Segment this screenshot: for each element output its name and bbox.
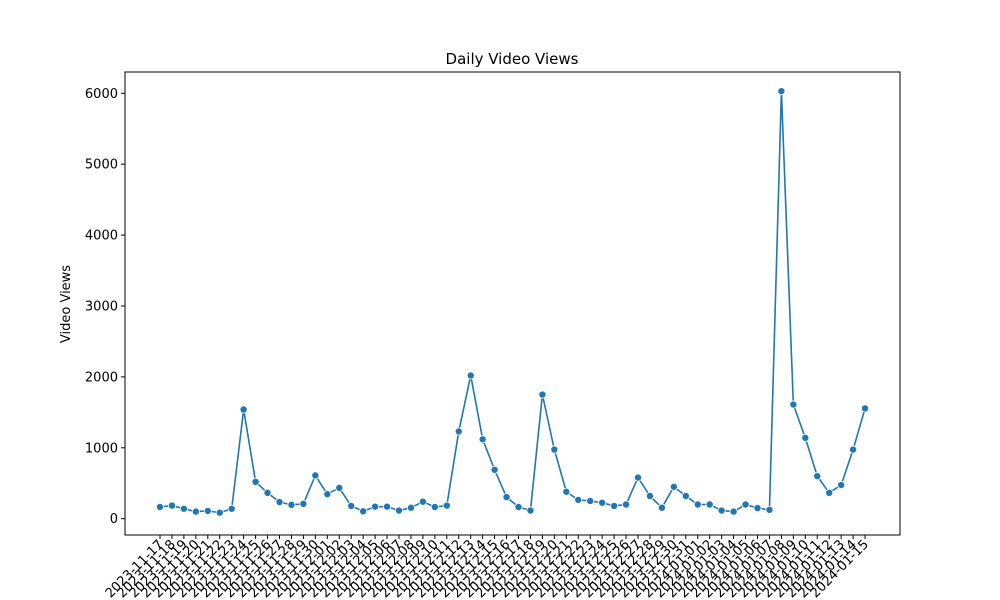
data-point xyxy=(574,495,583,504)
data-point xyxy=(442,501,451,510)
data-point xyxy=(586,496,595,505)
data-point xyxy=(275,498,284,507)
data-point xyxy=(371,502,380,511)
chart-title: Daily Video Views xyxy=(446,50,579,68)
plot-frame xyxy=(124,71,901,536)
data-point xyxy=(466,371,475,380)
data-point xyxy=(789,400,798,409)
data-point xyxy=(777,87,786,96)
data-point xyxy=(550,445,559,454)
data-point xyxy=(251,477,260,486)
data-point xyxy=(825,488,834,497)
data-point xyxy=(490,465,499,474)
data-point xyxy=(514,502,523,511)
data-point xyxy=(610,501,619,510)
data-point xyxy=(729,507,738,516)
data-point xyxy=(335,483,344,492)
y-tick-label: 0 xyxy=(110,512,118,527)
data-point xyxy=(454,427,463,436)
data-point xyxy=(167,501,176,510)
data-point xyxy=(657,503,666,512)
data-point xyxy=(394,506,403,515)
data-point xyxy=(598,498,607,507)
data-point xyxy=(406,503,415,512)
y-tick-label: 5000 xyxy=(85,158,118,173)
data-point xyxy=(239,405,248,414)
data-point xyxy=(622,500,631,509)
data-point xyxy=(526,506,535,515)
data-point xyxy=(849,445,858,454)
data-point xyxy=(741,500,750,509)
data-point xyxy=(323,490,332,499)
data-point xyxy=(478,435,487,444)
y-tick-label: 2000 xyxy=(85,370,118,385)
data-point xyxy=(418,497,427,506)
y-tick-label: 6000 xyxy=(85,87,118,102)
y-axis-label: Video Views xyxy=(59,265,74,343)
data-point xyxy=(155,502,164,511)
data-point xyxy=(311,471,320,480)
y-tick-label: 3000 xyxy=(85,299,118,314)
data-point xyxy=(263,488,272,497)
data-point xyxy=(705,500,714,509)
data-point xyxy=(287,500,296,509)
data-point xyxy=(347,501,356,510)
data-point xyxy=(813,472,822,481)
data-point xyxy=(215,508,224,517)
data-point xyxy=(634,473,643,482)
data-point xyxy=(562,487,571,496)
data-point xyxy=(191,507,200,516)
data-point xyxy=(359,507,368,516)
data-point xyxy=(861,404,870,413)
y-tick-label: 1000 xyxy=(85,441,118,456)
data-point xyxy=(837,481,846,490)
y-tick-label: 4000 xyxy=(85,229,118,244)
data-point xyxy=(645,492,654,501)
data-point xyxy=(299,499,308,508)
data-point xyxy=(681,492,690,501)
data-point xyxy=(179,504,188,513)
data-point xyxy=(430,502,439,511)
data-point xyxy=(502,493,511,502)
data-point xyxy=(753,504,762,513)
data-point xyxy=(765,505,774,514)
data-point xyxy=(538,390,547,399)
data-point xyxy=(383,502,392,511)
data-point xyxy=(693,500,702,509)
data-point xyxy=(227,504,236,513)
data-point xyxy=(203,506,212,515)
data-point xyxy=(801,433,810,442)
data-point xyxy=(669,482,678,491)
data-point xyxy=(717,506,726,515)
